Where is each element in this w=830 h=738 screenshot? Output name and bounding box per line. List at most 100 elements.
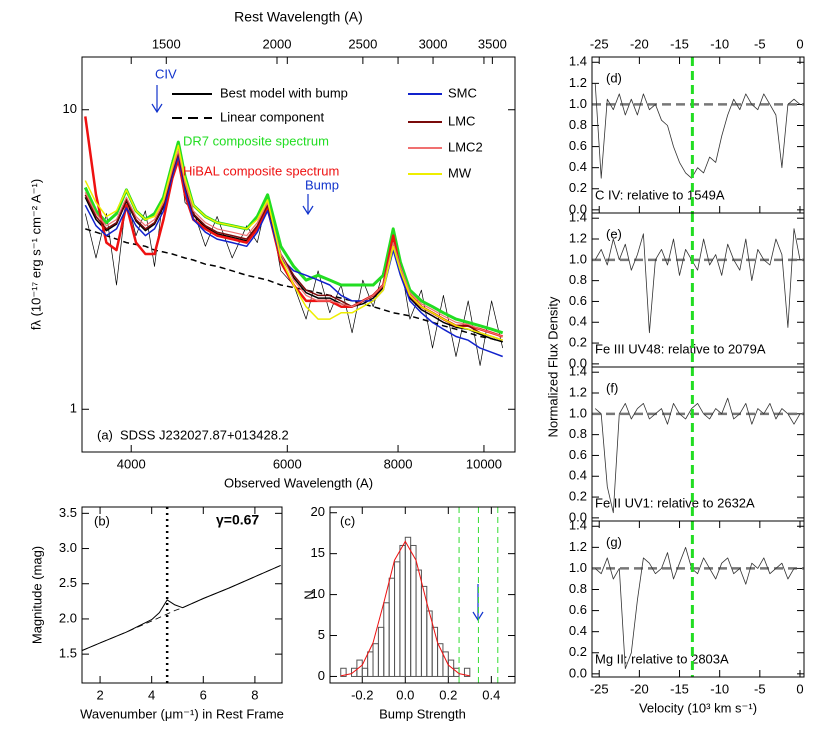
panel-title: C IV: relative to 1549A (595, 187, 725, 202)
legend-label: LMC (448, 113, 475, 128)
y-tick-label: 1 (70, 401, 77, 416)
y-tick-label: 1.4 (569, 54, 587, 69)
x-tick-label: 2 (96, 687, 103, 702)
series-line (594, 83, 801, 179)
y-tick-label: 0.0 (569, 665, 587, 680)
histogram-bar (394, 561, 401, 677)
series-line (82, 565, 281, 651)
panel-label: (e) (606, 226, 622, 241)
x-tick-label: 6 (200, 687, 207, 702)
series-line (84, 146, 504, 366)
panel-title: Mg II: relative to 2803A (595, 651, 729, 666)
y-tick-label: 0.4 (569, 468, 587, 483)
y-tick-label: 10 (63, 101, 77, 116)
histogram-bar (404, 536, 412, 677)
bump-arrow (302, 194, 314, 216)
y-tick-label: 1.4 (569, 518, 587, 533)
y-tick-label: 1.0 (569, 560, 587, 575)
y-tick-label: 2.0 (59, 610, 77, 625)
series-line (84, 150, 503, 338)
y-tick-label: 1.0 (569, 96, 587, 111)
plot-frame (81, 56, 516, 453)
x-tick-label: -0.2 (351, 687, 373, 702)
histogram-bar (383, 602, 390, 677)
y-tick-label: 1.2 (569, 75, 587, 90)
x-tick-label: 0.4 (482, 687, 500, 702)
y-tick-label: 0.4 (569, 314, 587, 329)
x-tick-label: 4000 (117, 456, 146, 471)
y-tick-label: 3.0 (59, 540, 77, 555)
panel-label: (g) (606, 534, 622, 549)
histogram-bar (340, 667, 347, 677)
y-tick-label: 15 (311, 545, 325, 560)
histogram-bar (463, 667, 471, 677)
x2-tick-label: 3500 (478, 36, 507, 51)
series-line (85, 228, 503, 343)
x-tick-label: 0.0 (396, 687, 414, 702)
y-tick-label: 1.2 (569, 384, 587, 399)
x-axis-title: Bump Strength (379, 706, 466, 721)
x2-axis-title: Rest Wavelength (A) (234, 9, 363, 25)
gamma-annotation: γ=0.67 (216, 512, 259, 528)
x-axis-title: Velocity (10³ km s⁻¹) (639, 700, 757, 715)
x-tick-label: 10000 (466, 456, 502, 471)
x-tick-label: -5 (754, 681, 766, 696)
y-tick-label: 1.5 (59, 646, 77, 661)
bump-annotation: Bump (305, 177, 339, 192)
civ-annotation: CIV (155, 66, 177, 81)
y-tick-label: 0 (318, 668, 325, 683)
y-tick-label: 20 (311, 504, 325, 519)
histogram-bar (388, 577, 396, 677)
y-tick-label: 0.2 (569, 489, 587, 504)
y-tick-label: 0.0 (569, 355, 587, 370)
x-tick-label: 0 (796, 36, 803, 51)
y-tick-label: 1.4 (569, 210, 587, 225)
fit-curve (340, 540, 470, 677)
y-tick-label: 10 (311, 586, 325, 601)
y-tick-label: 0.8 (569, 272, 587, 287)
x-tick-label: 8 (251, 687, 258, 702)
y-tick-label: 0.4 (569, 159, 587, 174)
y-tick-label: 0.2 (569, 335, 587, 350)
y-tick-label: 1.0 (569, 405, 587, 420)
x-tick-label: 4 (148, 687, 155, 702)
histogram-bar (415, 569, 422, 677)
y-tick-label: 0.8 (569, 581, 587, 596)
y-axis-title: fλ (10⁻¹⁷ erg s⁻¹ cm⁻² A⁻¹) (28, 179, 43, 330)
y-axis-title: N (301, 590, 316, 599)
histogram-bar (399, 544, 406, 677)
y-tick-label: 0.0 (569, 509, 587, 524)
y-axis-title: Magnitude (mag) (29, 546, 44, 644)
series-line (84, 155, 503, 358)
x-tick-label: -25 (590, 36, 609, 51)
panel-label: (c) (340, 513, 355, 528)
y-tick-label: 1.2 (569, 230, 587, 245)
panel-label: (a) (97, 427, 113, 442)
y-tick-label: 0.6 (569, 138, 587, 153)
y-tick-label: 0.2 (569, 180, 587, 195)
y-tick-label: 0.0 (569, 201, 587, 216)
x-axis-title: Observed Wavelength (A) (224, 475, 373, 490)
series-line (594, 228, 801, 334)
legend-label: SMC (448, 85, 477, 100)
plot-frame (329, 506, 516, 684)
panel-label: (d) (606, 70, 622, 85)
series-line (594, 397, 801, 514)
panel-label: (f) (606, 380, 618, 395)
y-tick-label: 1.0 (569, 251, 587, 266)
y-tick-label: 0.8 (569, 117, 587, 132)
legend-label: Linear component (220, 109, 324, 124)
histogram-bar (410, 544, 417, 677)
y-tick-label: 0.2 (569, 644, 587, 659)
plot-frame (591, 520, 805, 678)
series-line (84, 144, 503, 341)
y-tick-label: 1.4 (569, 364, 587, 379)
y-tick-label: 3.5 (59, 505, 77, 520)
y-tick-label: 0.6 (569, 602, 587, 617)
legend-label: HiBAL composite spectrum (183, 163, 339, 178)
x2-tick-label: 1500 (152, 36, 181, 51)
x-tick-label: 8000 (384, 456, 413, 471)
x-tick-label: -15 (670, 36, 689, 51)
